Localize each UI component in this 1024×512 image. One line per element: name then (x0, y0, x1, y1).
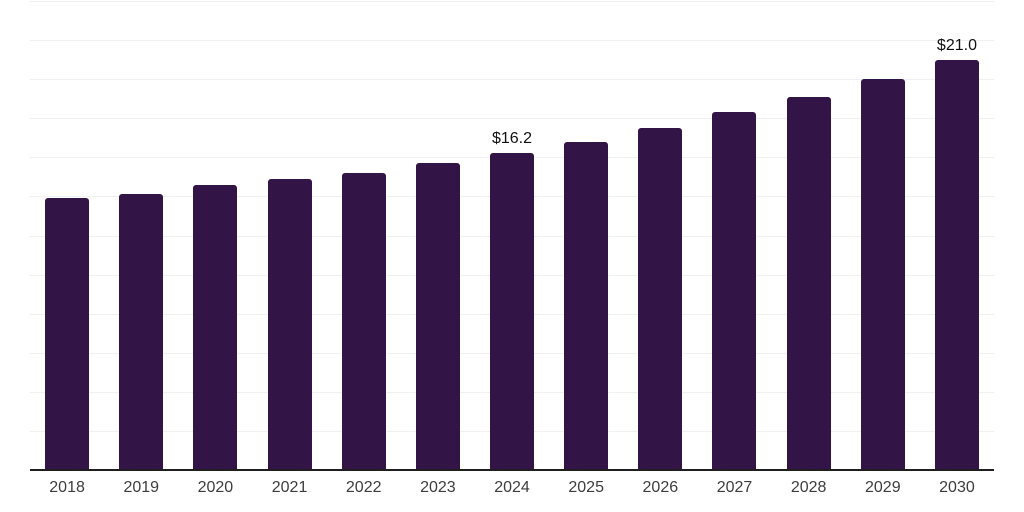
bar-2025 (564, 141, 609, 470)
bar-column-2022 (327, 1, 401, 470)
x-tick-label-2022: 2022 (345, 479, 382, 496)
bar-value-label-2030: $21.0 (936, 36, 977, 54)
x-tick-label-2026: 2026 (642, 479, 679, 496)
bar-column-2025 (549, 1, 623, 470)
bar-2030 (934, 59, 979, 470)
x-tick-label-2028: 2028 (790, 479, 827, 496)
bar-2027 (712, 112, 757, 470)
bar-column-2020 (178, 1, 252, 470)
x-tick-label-2019: 2019 (123, 479, 160, 496)
gridline-20 (30, 79, 994, 81)
bar-column-2026 (623, 1, 697, 470)
bar-column-2027 (697, 1, 771, 470)
x-tick-label-2018: 2018 (49, 479, 85, 496)
gridline-18 (30, 118, 994, 120)
bar-2024 (490, 153, 535, 470)
bar-2026 (638, 128, 683, 470)
bar-column-2021 (252, 1, 326, 470)
bar-2020 (193, 184, 238, 470)
bar-2028 (786, 96, 831, 470)
x-tick-label-2029: 2029 (865, 479, 901, 496)
bar-column-2023 (401, 1, 475, 470)
bars-container: $16.2 $21.0 (30, 1, 994, 470)
x-tick-label-2030: 2030 (939, 479, 975, 496)
x-axis-labels: 2018 2019 2020 2021 2022 2023 2024 2025 2026 2027… (30, 479, 994, 497)
bar-column-2029 (846, 1, 920, 470)
bar-2021 (267, 178, 312, 470)
x-tick-label-2021: 2021 (271, 479, 308, 496)
x-tick-label-2024: 2024 (494, 479, 530, 496)
gridline-22 (30, 40, 994, 42)
bar-value-label-2024: $16.2 (491, 130, 533, 148)
bar-2018 (45, 198, 90, 470)
x-tick-label-2025: 2025 (568, 479, 604, 496)
bar-column-2030: $21.0 (920, 1, 994, 470)
bar-column-2024: $16.2 (475, 1, 549, 470)
x-tick-label-2020: 2020 (197, 479, 234, 496)
bar-2029 (860, 79, 905, 470)
gridline-24 (30, 1, 994, 2)
bar-column-2028 (772, 1, 846, 470)
bar-column-2018 (30, 1, 104, 470)
x-tick-label-2027: 2027 (716, 479, 753, 496)
bar-2019 (119, 194, 164, 470)
bar-column-2019 (104, 1, 178, 470)
bar-2023 (415, 163, 460, 470)
plot-area: $16.2 $21.0 (30, 1, 994, 471)
bar-2022 (341, 172, 386, 470)
x-tick-label-2023: 2023 (420, 479, 456, 496)
x-axis-line (30, 469, 994, 471)
